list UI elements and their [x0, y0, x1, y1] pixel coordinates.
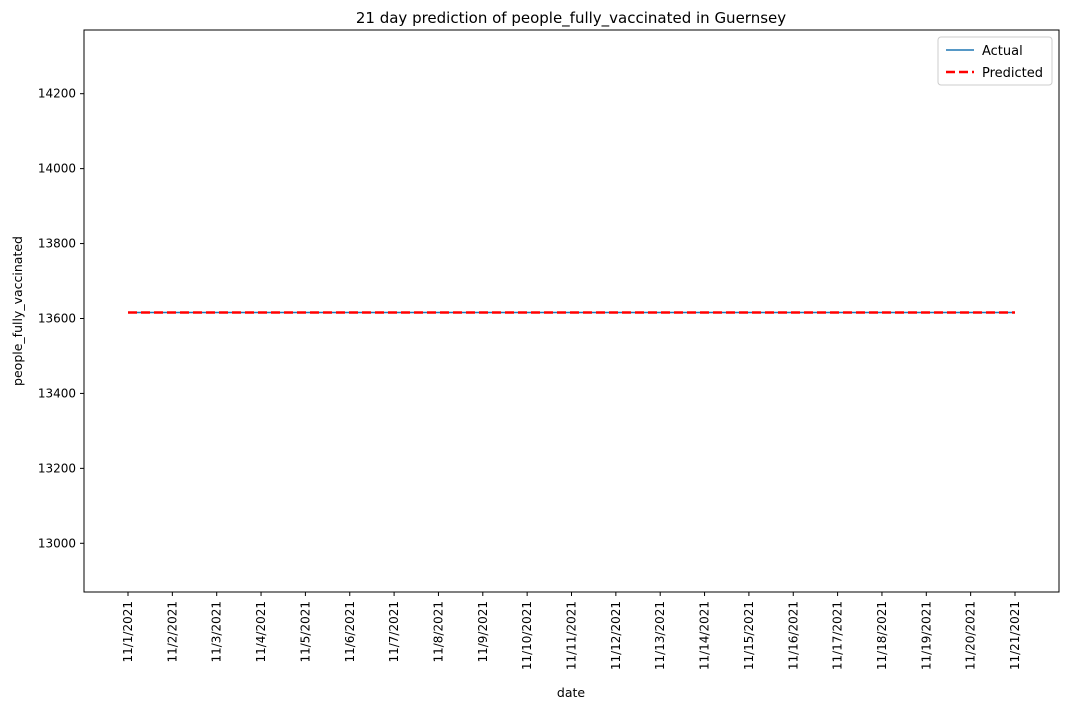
legend-label-actual: Actual — [982, 44, 1023, 59]
x-tick-label: 11/3/2021 — [210, 601, 224, 663]
y-tick-label: 14000 — [38, 162, 76, 176]
x-tick-label: 11/11/2021 — [565, 601, 579, 670]
x-tick-label: 11/4/2021 — [254, 601, 268, 663]
x-tick-label: 11/18/2021 — [875, 601, 889, 670]
x-tick-label: 11/14/2021 — [698, 601, 712, 670]
x-tick-label: 11/21/2021 — [1008, 601, 1022, 670]
y-tick-label: 14200 — [38, 87, 76, 101]
y-tick-label: 13800 — [38, 237, 76, 251]
y-axis-label: people_fully_vaccinated — [10, 236, 25, 386]
x-tick-label: 11/8/2021 — [431, 601, 445, 663]
plot-area: 13000 13200 13400 13600 13800 14000 14200 11/1/… — [38, 87, 1022, 670]
x-tick-label: 11/10/2021 — [520, 601, 534, 670]
y-tick-label: 13600 — [38, 311, 76, 325]
plot-frame — [83, 29, 1060, 593]
legend-label-predicted: Predicted — [982, 66, 1043, 81]
x-tick-label: 11/9/2021 — [476, 601, 490, 663]
chart-title: 21 day prediction of people_fully_vaccin… — [356, 9, 786, 28]
y-tick-label: 13400 — [38, 386, 76, 400]
x-tick-label: 11/19/2021 — [919, 601, 933, 670]
x-tick-label: 11/1/2021 — [121, 601, 135, 663]
x-tick-label: 11/15/2021 — [742, 601, 756, 670]
x-tick-label: 11/2/2021 — [165, 601, 179, 663]
x-tick-label: 11/16/2021 — [786, 601, 800, 670]
x-tick-label: 11/5/2021 — [298, 601, 312, 663]
x-axis-label: date — [557, 685, 585, 700]
x-tick-label: 11/6/2021 — [343, 601, 357, 663]
y-tick-label: 13000 — [38, 536, 76, 550]
x-tick-label: 11/20/2021 — [964, 601, 978, 670]
x-tick-label: 11/12/2021 — [609, 601, 623, 670]
legend: Actual Predicted — [937, 36, 1053, 86]
x-tick-label: 11/17/2021 — [831, 601, 845, 670]
x-tick-label: 11/7/2021 — [387, 601, 401, 663]
x-tick-label: 11/13/2021 — [653, 601, 667, 670]
y-tick-label: 13200 — [38, 461, 76, 475]
